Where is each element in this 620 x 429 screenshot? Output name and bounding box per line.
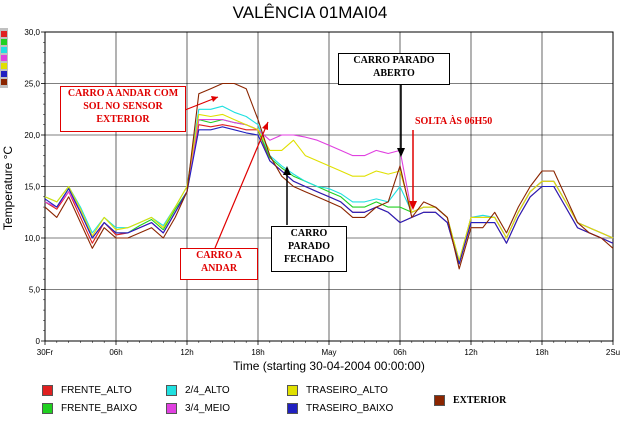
mini-legend-swatch <box>1 31 7 37</box>
mini-legend-swatch <box>1 39 7 45</box>
series-group <box>44 82 614 270</box>
legend-item-2-4-alto: 2/4_ALTO <box>166 385 230 396</box>
y-tick-label: 5,0 <box>29 286 41 295</box>
x-tick-label: 06h <box>109 348 122 357</box>
mini-legend-swatch <box>1 63 7 69</box>
series-line-exterior <box>44 82 614 270</box>
legend-swatch <box>42 403 53 414</box>
x-tick-label: 18h <box>251 348 264 357</box>
y-axis-label: Temperature °C <box>1 146 15 230</box>
legend-swatch <box>287 385 298 396</box>
annotation-carro-andar: CARRO A ANDAR <box>180 248 258 280</box>
annotation-carro-andar-sol: CARRO A ANDAR COM SOL NO SENSOR EXTERIOR <box>60 86 186 132</box>
legend-swatch <box>42 385 53 396</box>
mini-legend-swatch <box>1 79 7 85</box>
y-ticks: 0 5,0 10,0 15,0 20,0 25,0 30,0 <box>24 28 45 346</box>
x-tick-label: 2Su <box>606 348 620 357</box>
annotation-solta: SOLTA ÀS 06H50 <box>415 116 493 127</box>
y-tick-label: 20,0 <box>24 131 40 140</box>
x-tick-label: 18h <box>535 348 548 357</box>
legend-swatch <box>166 403 177 414</box>
legend-item-traseiro-baixo: TRASEIRO_BAIXO <box>287 403 393 414</box>
legend-swatch <box>166 385 177 396</box>
x-axis-label: Time (starting 30-04-2004 00:00:00) <box>233 359 425 373</box>
series-line-traseiro-baixo <box>44 126 614 265</box>
legend-item-3-4-meio: 3/4_MEIO <box>166 403 230 414</box>
annotation-carro-parado-aberto: CARRO PARADO ABERTO <box>338 53 450 85</box>
series-line-traseiro-alto <box>44 113 614 262</box>
y-tick-label: 30,0 <box>24 28 40 37</box>
x-tick-label: 12h <box>180 348 193 357</box>
x-tick-label: 30Fr <box>37 348 54 357</box>
x-tick-label: 12h <box>464 348 477 357</box>
legend-swatch <box>287 403 298 414</box>
legend-item-frente-alto: FRENTE_ALTO <box>42 385 132 396</box>
annotation-carro-parado-fechado: CARRO PARADO FECHADO <box>271 226 347 272</box>
legend-item-frente-baixo: FRENTE_BAIXO <box>42 403 137 414</box>
annotation-arrows <box>184 84 417 249</box>
y-tick-label: 10,0 <box>24 234 40 243</box>
x-ticks: 30Fr 06h 12h 18h May 06h 12h 18h 2Su <box>37 341 620 357</box>
x-tick-label: May <box>321 348 336 357</box>
mini-legend-swatch <box>1 47 7 53</box>
legend-item-exterior: EXTERIOR <box>434 395 506 406</box>
chart-title: VALÊNCIA 01MAI04 <box>233 3 388 22</box>
x-tick-label: 06h <box>393 348 406 357</box>
legend-swatch <box>434 395 445 406</box>
legend-item-traseiro-alto: TRASEIRO_ALTO <box>287 385 388 396</box>
y-tick-label: 15,0 <box>24 183 40 192</box>
y-tick-label: 25,0 <box>24 80 40 89</box>
legend: FRENTE_ALTO FRENTE_BAIXO 2/4_ALTO 3/4_ME… <box>0 380 620 429</box>
mini-legend <box>1 31 7 85</box>
mini-legend-swatch <box>1 71 7 77</box>
mini-legend-swatch <box>1 55 7 61</box>
y-tick-label: 0 <box>36 337 41 346</box>
